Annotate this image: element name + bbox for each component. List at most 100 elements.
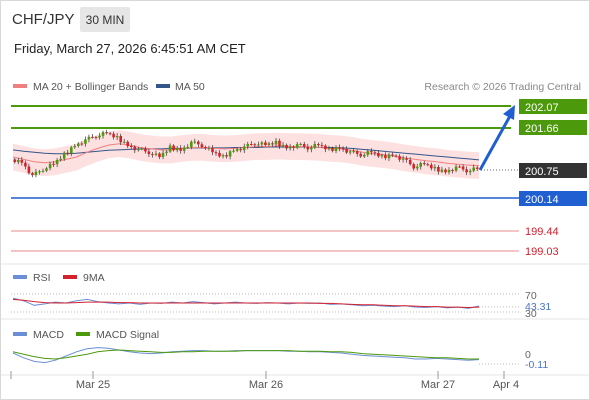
candle-body	[137, 148, 140, 151]
candle-body	[451, 170, 454, 171]
timeframe-button[interactable]: 30 MIN	[80, 7, 130, 32]
candle-body	[62, 152, 66, 159]
candle-body	[105, 132, 108, 134]
candle-body	[408, 159, 412, 165]
candle-body	[147, 151, 151, 155]
candle-body	[352, 151, 355, 153]
macd-legend-label: MACD	[33, 329, 64, 341]
candle-body	[38, 171, 41, 173]
candle-body	[267, 143, 271, 145]
candle-body	[211, 147, 214, 153]
candle-body	[405, 158, 408, 160]
candle-body	[225, 155, 228, 157]
resistance-2-value: 202.07	[525, 102, 559, 114]
candle-body	[370, 151, 373, 153]
candle-body	[338, 147, 341, 149]
ma50-legend-swatch	[156, 84, 170, 88]
candle-body	[419, 163, 422, 167]
candle-body	[250, 144, 253, 145]
candle-body	[119, 136, 122, 143]
candle-body	[415, 166, 419, 169]
candle-body	[394, 155, 398, 157]
resistance-2-tag	[519, 99, 587, 114]
copyright-label: Research © 2026 Trading Central	[424, 81, 581, 93]
candle-body	[373, 152, 377, 154]
x-axis-label: Mar 27	[421, 379, 455, 391]
candle-body	[246, 144, 250, 147]
candle-body	[193, 141, 197, 143]
ma50-legend-label: MA 50	[175, 81, 205, 93]
candle-body	[232, 150, 235, 152]
candle-body	[207, 147, 211, 149]
candle-body	[475, 167, 479, 169]
candle-body	[126, 141, 129, 147]
candle-body	[345, 149, 348, 153]
candle-body	[384, 155, 387, 159]
candle-body	[285, 144, 288, 149]
candle-body	[115, 136, 119, 138]
rsi-70-label: 70	[525, 290, 537, 302]
candle-body	[70, 147, 73, 154]
candle-body	[214, 152, 218, 154]
support-2-value: 199.44	[525, 226, 559, 238]
candle-body	[235, 149, 239, 151]
candle-body	[320, 145, 324, 147]
candle-body	[59, 158, 62, 161]
candle-body	[341, 148, 345, 150]
candle-body	[27, 166, 31, 174]
ma20-legend-label: MA 20 + Bollinger Bands	[33, 81, 148, 93]
macd-signal-line	[12, 349, 479, 360]
candle-body	[13, 159, 17, 163]
candle-body	[281, 144, 285, 147]
candle-body	[377, 152, 380, 157]
candle-body	[200, 144, 204, 147]
candle-body	[260, 142, 264, 145]
candle-body	[299, 144, 302, 145]
candle-body	[380, 155, 384, 157]
candle-body	[302, 144, 306, 147]
x-axis-label: Mar 25	[76, 379, 110, 391]
candle-body	[331, 147, 334, 151]
candle-body	[133, 146, 137, 151]
candle-body	[108, 133, 112, 135]
candle-body	[306, 146, 310, 150]
candle-body	[288, 146, 292, 149]
candle-body	[17, 160, 20, 163]
candle-body	[465, 169, 468, 173]
candle-body	[274, 140, 278, 145]
candle-body	[158, 153, 161, 157]
candle-body	[412, 164, 415, 169]
macd-signal-legend-label: MACD Signal	[96, 329, 159, 341]
resistance-1-value: 201.66	[525, 123, 559, 135]
candle-body	[144, 148, 147, 152]
candle-body	[253, 144, 257, 146]
candle-body	[447, 170, 451, 173]
candle-body	[182, 147, 186, 151]
candle-body	[468, 170, 472, 173]
candle-body	[175, 148, 179, 151]
candle-body	[48, 163, 52, 169]
candle-body	[239, 149, 242, 151]
candle-body	[190, 141, 193, 147]
candle-body	[151, 154, 154, 156]
candle-body	[112, 133, 115, 138]
candle-body	[387, 154, 391, 159]
candle-body	[242, 146, 246, 151]
rsi-ma-line	[12, 298, 480, 309]
rsi-legend-label: RSI	[33, 272, 51, 284]
candle-body	[31, 173, 34, 176]
candle-body	[426, 164, 430, 166]
support-3-value: 199.03	[525, 246, 559, 258]
candle-body	[423, 163, 426, 165]
candle-body	[91, 136, 94, 138]
candle-body	[317, 144, 320, 146]
last-price-tag	[519, 163, 587, 178]
candle-body	[472, 167, 475, 171]
candle-body	[218, 152, 221, 157]
candle-body	[461, 166, 465, 170]
x-axis-label: Mar 26	[249, 379, 283, 391]
candle-body	[278, 140, 281, 147]
candle-body	[73, 146, 77, 148]
candle-body	[52, 163, 55, 165]
